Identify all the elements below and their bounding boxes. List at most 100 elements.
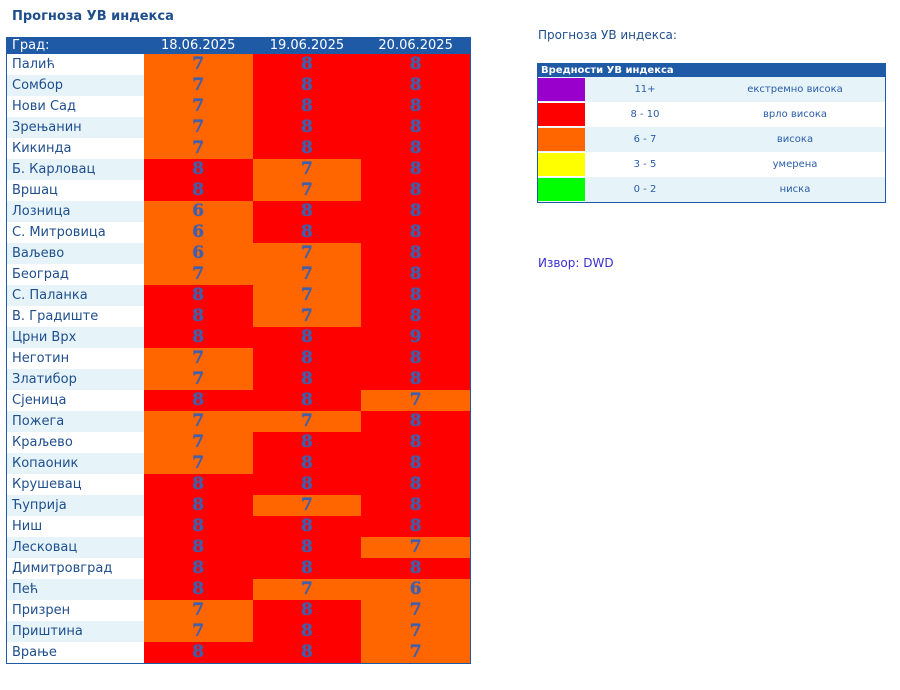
uv-value-cell: 8	[361, 411, 471, 432]
uv-value-cell: 8	[252, 558, 362, 579]
uv-value-cell: 7	[143, 117, 253, 138]
uv-value-cell: 8	[143, 537, 253, 558]
uv-value-cell: 8	[252, 537, 362, 558]
uv-value-cell: 8	[361, 558, 471, 579]
table-row: Вршац 8 7 8	[6, 180, 471, 201]
table-header-row: Град: 18.06.2025 19.06.2025 20.06.2025	[6, 37, 471, 54]
table-row: Врање 8 8 7	[6, 642, 471, 664]
color-swatch	[538, 153, 585, 176]
city-name: Ваљево	[6, 243, 144, 264]
uv-value-cell: 7	[143, 369, 253, 390]
column-header-date-2: 19.06.2025	[252, 37, 362, 54]
uv-value-cell: 7	[252, 411, 362, 432]
city-name: Зрењанин	[6, 117, 144, 138]
uv-value-cell: 8	[361, 495, 471, 516]
uv-value-cell: 8	[361, 96, 471, 117]
uv-legend-table: Вредности УВ индекса 11+ екстремно висока…	[537, 63, 886, 203]
uv-value-cell: 8	[361, 243, 471, 264]
table-row: Крушевац 8 8 8	[6, 474, 471, 495]
uv-value-cell: 7	[252, 180, 362, 201]
uv-value-cell: 8	[143, 285, 253, 306]
table-row: Б. Карловац 8 7 8	[6, 159, 471, 180]
uv-value-cell: 8	[361, 54, 471, 75]
table-body: Палић 7 8 8 Сомбор 7 8 8 Нови Сад 7 8 8 Зрењанин 7 8 8 К…	[6, 54, 471, 664]
city-name: Вршац	[6, 180, 144, 201]
city-name: Крушевац	[6, 474, 144, 495]
legend-row: 6 - 7 висока	[537, 127, 886, 152]
city-name: С. Паланка	[6, 285, 144, 306]
uv-value-cell: 8	[361, 264, 471, 285]
uv-value-cell: 7	[143, 432, 253, 453]
color-swatch	[538, 128, 585, 151]
uv-forecast-table: Град: 18.06.2025 19.06.2025 20.06.2025 П…	[6, 37, 471, 664]
uv-value-cell: 8	[252, 369, 362, 390]
legend-level-label: врло висока	[705, 102, 886, 127]
uv-value-cell: 7	[252, 285, 362, 306]
table-row: Пећ 8 7 6	[6, 579, 471, 600]
city-name: Копаоник	[6, 453, 144, 474]
city-name: Б. Карловац	[6, 159, 144, 180]
color-swatch	[538, 178, 585, 201]
legend-title: Прогноза УВ индекса:	[538, 28, 677, 42]
column-header-date-1: 18.06.2025	[143, 37, 253, 54]
city-name: Пожега	[6, 411, 144, 432]
uv-value-cell: 8	[361, 432, 471, 453]
source-label: Извор: DWD	[538, 256, 614, 270]
uv-value-cell: 8	[252, 600, 362, 621]
legend-row: 0 - 2 ниска	[537, 177, 886, 203]
uv-value-cell: 8	[143, 159, 253, 180]
uv-value-cell: 8	[143, 558, 253, 579]
table-row: Београд 7 7 8	[6, 264, 471, 285]
city-name: Сјеница	[6, 390, 144, 411]
uv-value-cell: 7	[361, 642, 471, 664]
uv-value-cell: 7	[143, 264, 253, 285]
uv-value-cell: 8	[361, 138, 471, 159]
uv-value-cell: 7	[143, 453, 253, 474]
uv-value-cell: 7	[252, 243, 362, 264]
table-row: Нови Сад 7 8 8	[6, 96, 471, 117]
uv-value-cell: 7	[361, 537, 471, 558]
table-row: Приштина 7 8 7	[6, 621, 471, 642]
uv-value-cell: 7	[143, 138, 253, 159]
uv-value-cell: 8	[252, 327, 362, 348]
legend-row: 8 - 10 врло висока	[537, 102, 886, 127]
legend-swatch-cell	[537, 77, 585, 102]
table-row: Ћуприја 8 7 8	[6, 495, 471, 516]
uv-value-cell: 8	[143, 390, 253, 411]
column-header-city: Град:	[6, 37, 144, 54]
legend-swatch-cell	[537, 102, 585, 127]
uv-value-cell: 8	[143, 642, 253, 664]
uv-value-cell: 8	[361, 285, 471, 306]
uv-value-cell: 8	[143, 180, 253, 201]
uv-value-cell: 8	[143, 579, 253, 600]
column-header-date-3: 20.06.2025	[361, 37, 471, 54]
uv-value-cell: 6	[361, 579, 471, 600]
uv-value-cell: 8	[252, 348, 362, 369]
uv-value-cell: 7	[252, 264, 362, 285]
legend-swatch-cell	[537, 127, 585, 152]
uv-value-cell: 8	[252, 54, 362, 75]
uv-value-cell: 8	[143, 474, 253, 495]
city-name: Краљево	[6, 432, 144, 453]
color-swatch	[538, 78, 585, 101]
uv-value-cell: 7	[143, 600, 253, 621]
table-row: Златибор 7 8 8	[6, 369, 471, 390]
uv-value-cell: 8	[252, 75, 362, 96]
uv-value-cell: 8	[361, 306, 471, 327]
uv-value-cell: 9	[361, 327, 471, 348]
uv-value-cell: 8	[361, 75, 471, 96]
city-name: Ниш	[6, 516, 144, 537]
table-row: Призрен 7 8 7	[6, 600, 471, 621]
uv-value-cell: 8	[361, 201, 471, 222]
city-name: Лесковац	[6, 537, 144, 558]
city-name: Београд	[6, 264, 144, 285]
table-row: Кикинда 7 8 8	[6, 138, 471, 159]
uv-value-cell: 7	[252, 579, 362, 600]
table-row: Сјеница 8 8 7	[6, 390, 471, 411]
table-row: Димитровград 8 8 8	[6, 558, 471, 579]
legend-header-row: Вредности УВ индекса	[537, 63, 886, 77]
uv-value-cell: 7	[361, 390, 471, 411]
uv-value-cell: 8	[252, 453, 362, 474]
table-row: Сомбор 7 8 8	[6, 75, 471, 96]
city-name: Димитровград	[6, 558, 144, 579]
